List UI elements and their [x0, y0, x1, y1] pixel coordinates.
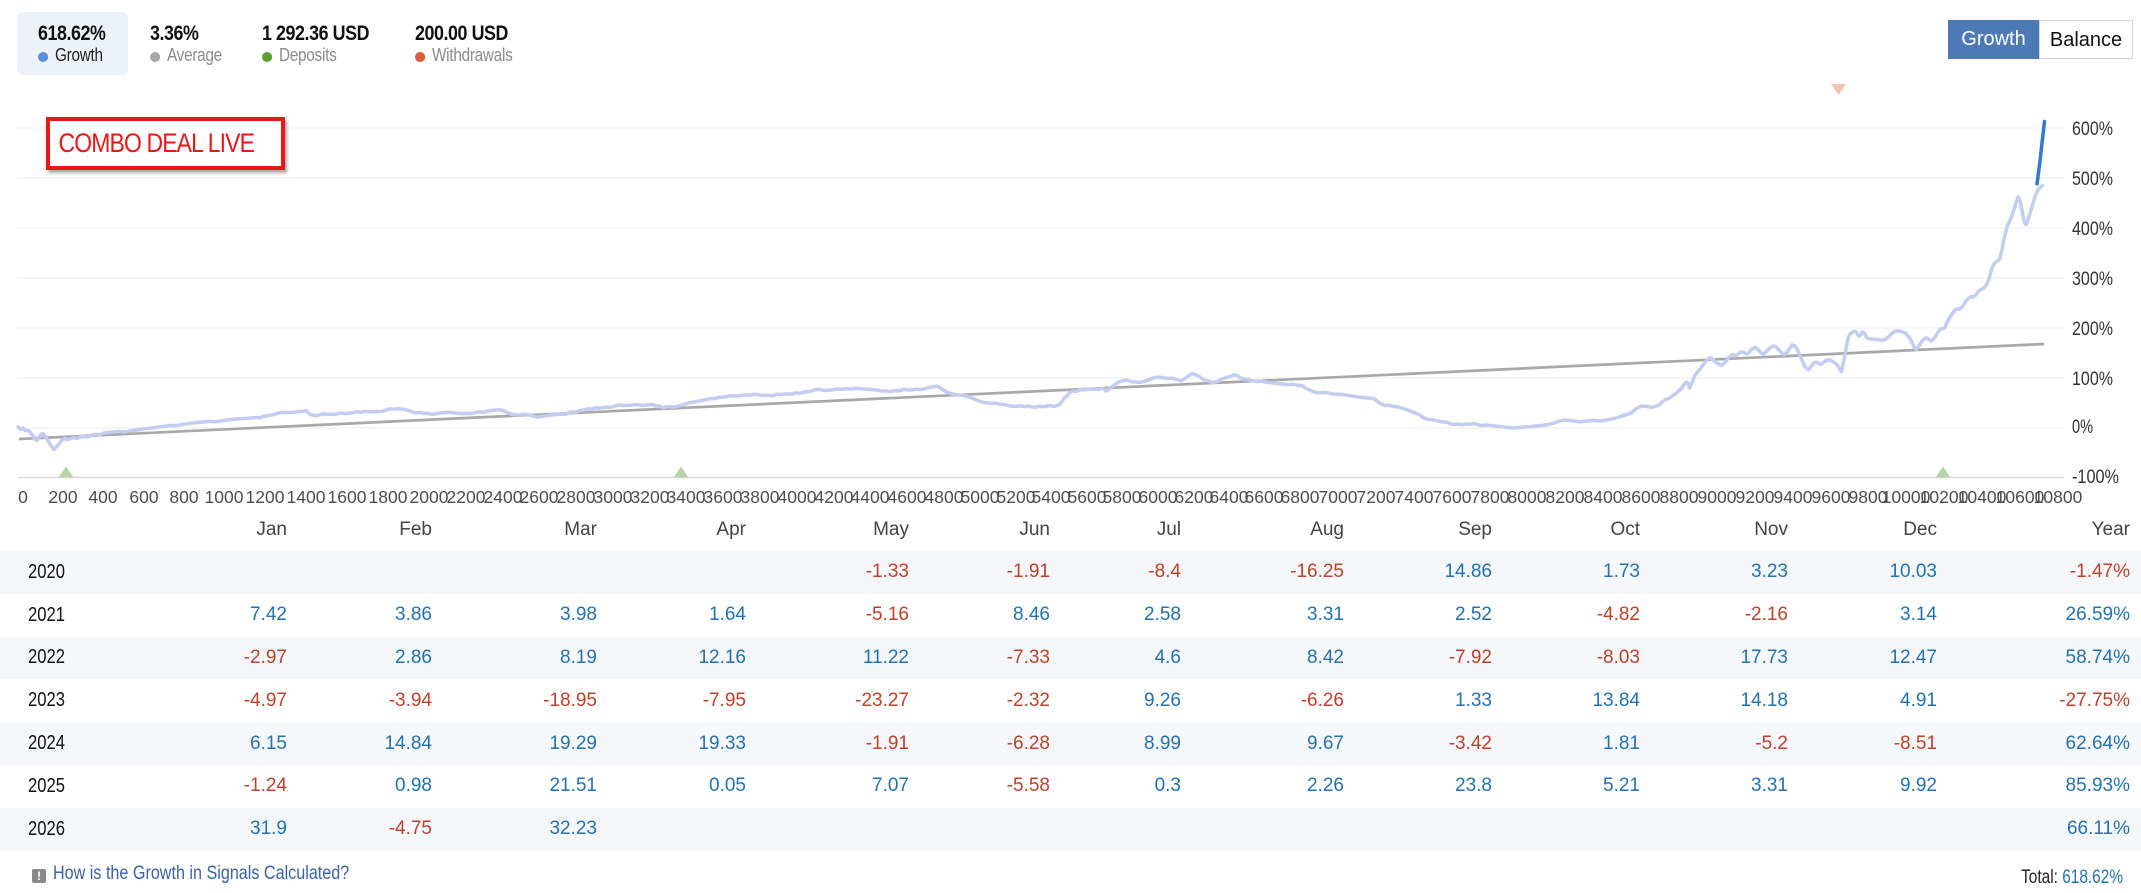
svg-text:2200: 2200 — [447, 487, 486, 507]
svg-text:8000: 8000 — [1508, 487, 1547, 507]
svg-text:7600: 7600 — [1433, 487, 1472, 507]
svg-text:10600: 10600 — [1996, 487, 2045, 507]
svg-text:-100%: -100% — [2072, 467, 2119, 488]
svg-text:10200: 10200 — [1920, 487, 1969, 507]
svg-text:4400: 4400 — [851, 487, 890, 507]
svg-text:6200: 6200 — [1175, 487, 1214, 507]
svg-text:500%: 500% — [2072, 169, 2113, 190]
svg-text:600: 600 — [129, 487, 158, 507]
svg-text:400: 400 — [88, 487, 117, 507]
svg-text:3600: 3600 — [704, 487, 743, 507]
svg-text:300%: 300% — [2072, 269, 2113, 290]
svg-text:2000: 2000 — [410, 487, 449, 507]
svg-text:7800: 7800 — [1471, 487, 1510, 507]
svg-text:5800: 5800 — [1103, 487, 1142, 507]
svg-text:3200: 3200 — [631, 487, 670, 507]
svg-text:100%: 100% — [2072, 369, 2113, 390]
svg-text:7200: 7200 — [1357, 487, 1396, 507]
svg-text:1600: 1600 — [328, 487, 367, 507]
svg-text:0%: 0% — [2072, 417, 2093, 438]
svg-text:0: 0 — [18, 487, 28, 507]
svg-text:9000: 9000 — [1698, 487, 1737, 507]
svg-text:600%: 600% — [2072, 119, 2113, 140]
svg-text:6000: 6000 — [1139, 487, 1178, 507]
svg-text:3800: 3800 — [741, 487, 780, 507]
svg-text:4800: 4800 — [925, 487, 964, 507]
svg-text:9800: 9800 — [1849, 487, 1888, 507]
svg-text:10000: 10000 — [1882, 487, 1931, 507]
svg-text:400%: 400% — [2072, 219, 2113, 240]
svg-text:7000: 7000 — [1319, 487, 1358, 507]
svg-text:7400: 7400 — [1395, 487, 1434, 507]
svg-text:200: 200 — [48, 487, 77, 507]
svg-text:1200: 1200 — [246, 487, 285, 507]
svg-text:200%: 200% — [2072, 319, 2113, 340]
svg-text:2600: 2600 — [520, 487, 559, 507]
svg-text:8400: 8400 — [1584, 487, 1623, 507]
svg-text:3400: 3400 — [667, 487, 706, 507]
svg-text:6800: 6800 — [1281, 487, 1320, 507]
svg-text:9600: 9600 — [1812, 487, 1851, 507]
svg-text:1800: 1800 — [369, 487, 408, 507]
svg-text:8200: 8200 — [1546, 487, 1585, 507]
svg-text:8800: 8800 — [1660, 487, 1699, 507]
svg-text:6400: 6400 — [1210, 487, 1249, 507]
svg-text:800: 800 — [169, 487, 198, 507]
svg-text:2400: 2400 — [484, 487, 523, 507]
svg-text:2800: 2800 — [557, 487, 596, 507]
svg-text:9200: 9200 — [1736, 487, 1775, 507]
svg-text:4200: 4200 — [815, 487, 854, 507]
svg-text:3000: 3000 — [594, 487, 633, 507]
svg-text:5400: 5400 — [1032, 487, 1071, 507]
svg-text:5200: 5200 — [997, 487, 1036, 507]
svg-text:1000: 1000 — [205, 487, 244, 507]
svg-text:8600: 8600 — [1622, 487, 1661, 507]
svg-text:10400: 10400 — [1958, 487, 2007, 507]
svg-text:4600: 4600 — [888, 487, 927, 507]
svg-text:4000: 4000 — [778, 487, 817, 507]
svg-text:9400: 9400 — [1774, 487, 1813, 507]
svg-text:10800: 10800 — [2034, 487, 2083, 507]
svg-text:6600: 6600 — [1245, 487, 1284, 507]
svg-text:5000: 5000 — [961, 487, 1000, 507]
svg-text:1400: 1400 — [287, 487, 326, 507]
svg-text:5600: 5600 — [1068, 487, 1107, 507]
